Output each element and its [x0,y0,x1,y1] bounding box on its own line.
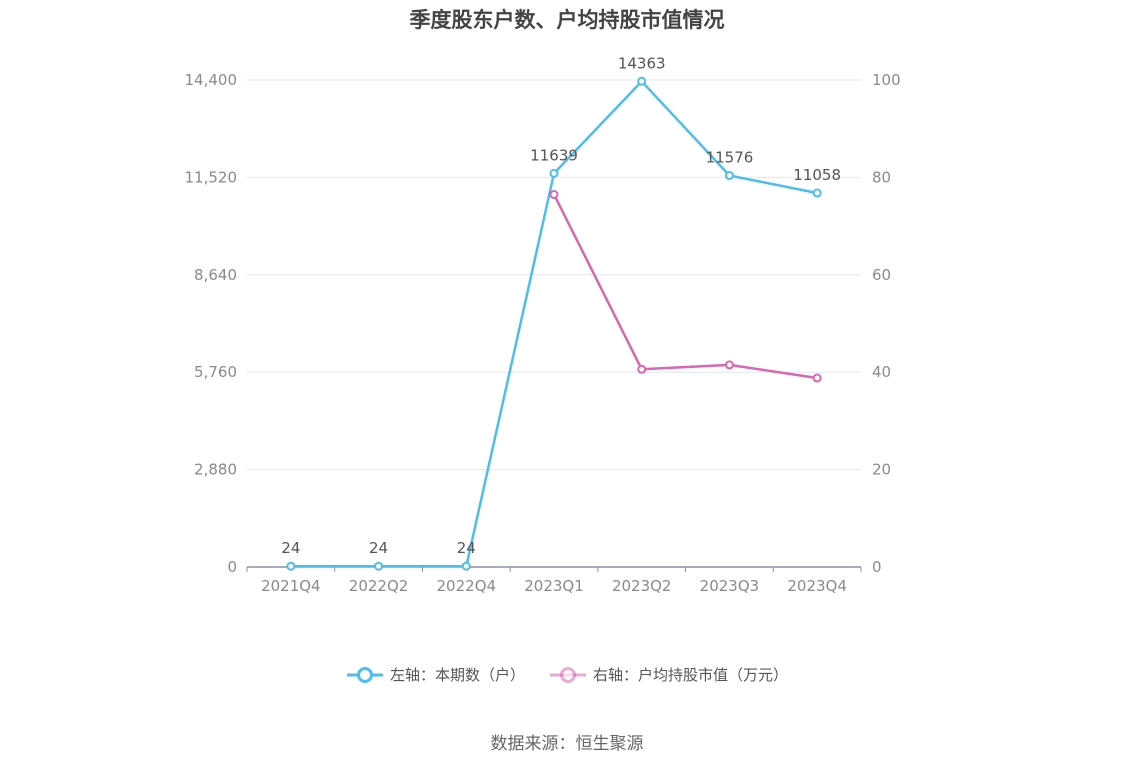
series-line-1 [552,193,818,380]
data-point [637,76,647,86]
y-left-tick-label: 0 [227,558,237,576]
y-right-tick-label: 20 [872,461,891,479]
legend-item-right-series[interactable]: 右轴：户均持股市值（万元） [549,664,788,685]
data-point [286,561,296,571]
data-point [724,171,734,181]
series [286,76,822,571]
data-point [461,561,471,571]
source-note: 数据来源：恒生聚源 [490,734,644,754]
x-tick-label: 2023Q2 [612,577,672,595]
x-tick-label: 2022Q4 [437,577,497,595]
legend-marker-icon [346,666,383,683]
y-left-tick-label: 8,640 [194,266,237,284]
data-label: 24 [369,539,388,557]
legend-label: 左轴：本期数（户） [389,666,525,684]
x-tick-label: 2021Q4 [261,577,321,595]
y-left-tick-label: 11,520 [185,168,238,186]
x-tick-label: 2023Q1 [524,577,584,595]
data-point [549,168,559,178]
data-point [549,189,559,199]
data-label: 11058 [793,166,841,184]
x-tick-label: 2023Q4 [787,577,847,595]
y-right-tick-label: 0 [872,558,882,576]
data-point [812,373,822,383]
y-left-tick-label: 14,400 [185,71,238,89]
data-label: 14363 [618,54,666,72]
y-right-tick-label: 80 [872,168,891,186]
line-chart: 0 2,880 5,760 8,640 11,520 14,400 0 20 40 60 80 100… [185,54,901,595]
data-point [374,561,384,571]
y-left-tick-label: 5,760 [194,363,237,381]
grid-lines [247,79,861,471]
data-point [724,360,734,370]
y-right-tick-label: 40 [872,363,891,381]
data-point [637,364,647,374]
y-left-tick-label: 2,880 [194,461,237,479]
data-label: 11576 [706,149,754,167]
data-labels: 24 24 24 11639 14363 11576 11058 [281,54,841,557]
legend-item-left-series[interactable]: 左轴：本期数（户） [346,664,525,685]
data-label: 24 [281,539,300,557]
chart-title: 季度股东户数、户均持股市值情况 [409,8,725,32]
data-point [812,188,822,198]
x-tick-label: 2023Q3 [700,577,760,595]
legend-marker-icon [550,666,586,683]
axes: 0 2,880 5,760 8,640 11,520 14,400 0 20 40 60 80 100… [185,71,901,595]
data-label: 24 [457,539,476,557]
y-right-tick-label: 60 [872,266,891,284]
legend-label: 右轴：户均持股市值（万元） [593,666,789,684]
data-label: 11639 [530,146,578,164]
x-tick-label: 2022Q2 [349,577,409,595]
legend: 左轴：本期数（户） 右轴：户均持股市值（万元） [0,664,1134,685]
y-right-tick-label: 100 [872,71,901,89]
